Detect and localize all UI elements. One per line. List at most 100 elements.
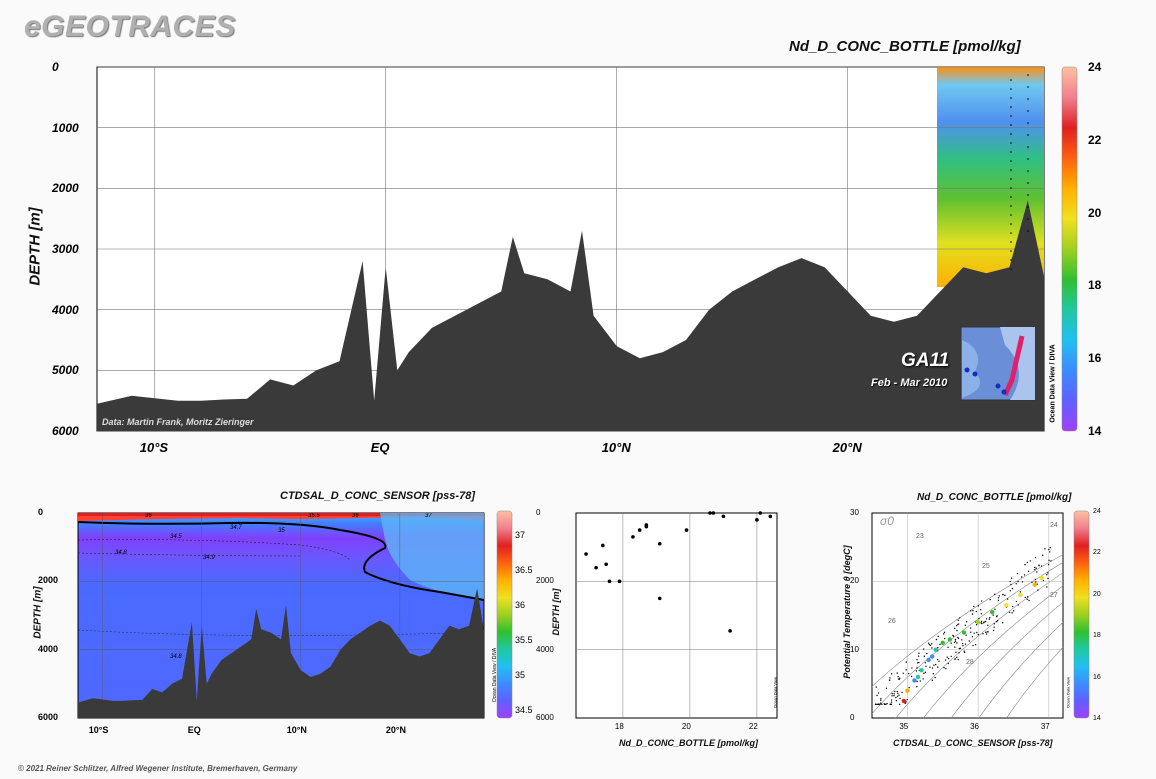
- ts-background-point: [910, 675, 913, 678]
- ts-background-point: [937, 666, 939, 668]
- ts-background-point: [877, 692, 880, 694]
- main-colorbar-tick: 24: [1088, 60, 1102, 74]
- ts-background-point: [931, 679, 934, 681]
- ts-background-point: [875, 686, 877, 688]
- sal-colorbar-tick: 35: [515, 670, 526, 680]
- bottle-sample: [1010, 241, 1012, 243]
- scatter-point: [684, 528, 689, 532]
- ts-background-point: [880, 699, 882, 701]
- ts-background-point: [952, 634, 954, 637]
- ts-background-point: [880, 702, 882, 704]
- ts-colorbar-tick: 18: [1093, 632, 1101, 640]
- sal-colorbar-tick: 36.5: [515, 565, 533, 575]
- ts-background-point: [905, 669, 907, 671]
- sal-contour-label: 37: [425, 513, 432, 519]
- ts-background-point: [943, 631, 946, 634]
- scatter-point: [657, 541, 662, 546]
- sal-xtick: 10°S: [88, 725, 109, 735]
- bottle-sample: [1027, 206, 1029, 208]
- ts-background-point: [993, 593, 996, 595]
- ts-background-point: [1049, 547, 1051, 549]
- ts-background-point: [896, 690, 899, 693]
- ts-background-point: [997, 597, 1000, 599]
- scatter-xtick: 18: [614, 722, 624, 731]
- main-colorbar-tick: 16: [1088, 351, 1102, 366]
- ts-background-point: [938, 660, 940, 662]
- ts-background-point: [1026, 561, 1029, 563]
- ts-background-point: [1029, 560, 1032, 562]
- sal-colorbar-tick: 34.5: [515, 705, 533, 715]
- ts-background-point: [977, 605, 980, 607]
- scatter-point: [711, 511, 716, 515]
- ts-background-point: [890, 703, 892, 706]
- sal-ytick: 0: [38, 507, 44, 517]
- main-title: Nd_D_CONC_BOTTLE [pmol/kg]: [789, 38, 1021, 55]
- ts-background-point: [954, 658, 956, 660]
- ts-background-point: [942, 633, 945, 635]
- main-xtick: EQ: [370, 440, 390, 455]
- ts-background-point: [962, 644, 964, 647]
- bottle-sample: [1010, 124, 1012, 126]
- ts-background-point: [1015, 600, 1018, 603]
- ts-background-point: [1034, 578, 1037, 581]
- ts-background-point: [916, 662, 919, 664]
- ts-background-point: [994, 608, 996, 610]
- bottle-sample: [1010, 196, 1012, 198]
- ts-point: [912, 678, 917, 683]
- ts-background-point: [926, 652, 928, 655]
- ts-background-point: [975, 610, 978, 613]
- sal-ytick: 4000: [38, 643, 59, 654]
- ts-background-point: [1031, 581, 1033, 583]
- ts-background-point: [1006, 598, 1009, 600]
- ts-background-point: [980, 613, 983, 615]
- ts-background-point: [928, 643, 931, 646]
- ts-background-point: [992, 629, 995, 632]
- ts-background-point: [965, 621, 968, 623]
- ts-background-point: [929, 644, 932, 646]
- ts-background-point: [970, 631, 972, 633]
- bottle-sample: [1010, 205, 1012, 207]
- sal-contour-label: 36: [145, 513, 152, 519]
- sal-contour-label: 34.7: [230, 525, 242, 531]
- sal-xtick: EQ: [187, 725, 201, 735]
- ts-background-point: [971, 636, 974, 638]
- ts-background-point: [896, 672, 898, 674]
- ts-background-point: [891, 695, 893, 697]
- ts-background-point: [925, 665, 927, 668]
- sal-contour-label: 35.5: [308, 513, 320, 519]
- ts-background-point: [947, 657, 950, 660]
- ts-background-point: [1019, 591, 1022, 593]
- sigma-label: σ0: [880, 514, 894, 528]
- ts-xtick: 35: [899, 722, 909, 731]
- ts-background-point: [1049, 551, 1051, 553]
- ts-colorbar-tick: 20: [1093, 590, 1101, 598]
- scatter-point: [631, 535, 635, 539]
- ts-background-point: [874, 703, 877, 706]
- ts-background-point: [1042, 579, 1045, 582]
- ts-background-point: [980, 622, 982, 624]
- ts-background-point: [971, 613, 974, 615]
- bottle-sample: [1010, 214, 1012, 216]
- ts-background-point: [933, 664, 935, 666]
- main-ytick: 2000: [52, 181, 79, 196]
- scatter-ytick: 2000: [536, 576, 554, 586]
- ts-colorbar-tick: 16: [1093, 673, 1101, 681]
- ts-background-point: [891, 693, 893, 695]
- ts-odv-credit: Ocean Data View: [1065, 676, 1071, 709]
- ts-point: [940, 640, 945, 646]
- ts-background-point: [937, 635, 939, 637]
- bottle-sample: [1027, 230, 1029, 232]
- ts-background-point: [957, 619, 959, 621]
- ts-background-point: [996, 621, 998, 623]
- ts-background-point: [916, 685, 918, 688]
- ts-background-point: [945, 667, 947, 670]
- scatter-point: [755, 518, 759, 522]
- bottle-sample: [1027, 134, 1029, 136]
- ts-point: [1032, 582, 1037, 587]
- ts-background-point: [893, 693, 895, 695]
- ts-background-point: [965, 634, 967, 636]
- bottle-sample: [1027, 170, 1029, 172]
- ts-background-point: [963, 650, 965, 652]
- ts-background-point: [888, 679, 891, 681]
